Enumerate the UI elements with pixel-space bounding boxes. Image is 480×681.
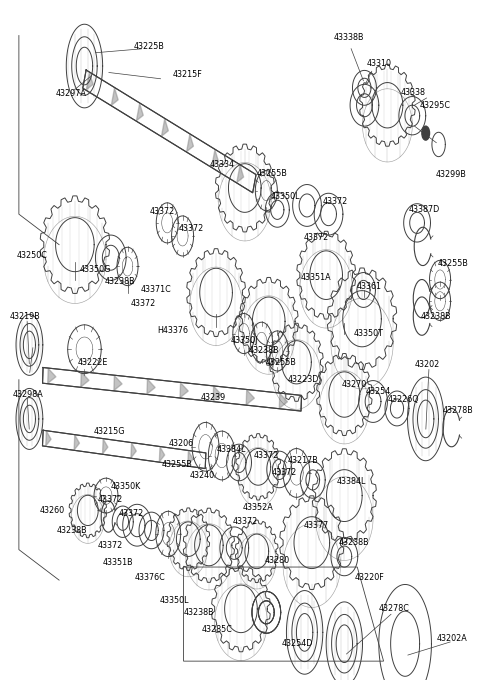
Text: 43298A: 43298A	[13, 390, 44, 399]
Text: 43372: 43372	[254, 451, 279, 460]
Polygon shape	[81, 372, 89, 387]
Text: 43372: 43372	[97, 494, 122, 503]
Text: 43387D: 43387D	[408, 205, 440, 215]
Text: 43255B: 43255B	[265, 358, 296, 367]
Text: 43260: 43260	[40, 506, 65, 515]
Text: 43215F: 43215F	[172, 70, 202, 79]
Text: 43238B: 43238B	[56, 526, 87, 535]
Text: 43238B: 43238B	[421, 312, 452, 321]
Text: 43371C: 43371C	[141, 285, 172, 294]
Text: 43255B: 43255B	[438, 259, 468, 268]
Polygon shape	[136, 104, 143, 121]
Polygon shape	[114, 376, 122, 390]
Polygon shape	[213, 386, 221, 401]
Polygon shape	[131, 443, 136, 458]
Text: 43278B: 43278B	[443, 406, 473, 415]
Polygon shape	[74, 435, 79, 450]
Text: 43297A: 43297A	[56, 89, 87, 99]
Text: 43351A: 43351A	[300, 273, 331, 282]
Polygon shape	[237, 165, 243, 183]
Text: 43372: 43372	[232, 518, 257, 526]
Polygon shape	[246, 390, 254, 405]
Text: 43350L: 43350L	[271, 192, 300, 202]
Text: 43254D: 43254D	[282, 639, 313, 648]
Circle shape	[422, 126, 430, 140]
Text: 43239: 43239	[201, 393, 226, 402]
Text: 43350J: 43350J	[230, 336, 257, 345]
Text: 43338: 43338	[401, 88, 426, 97]
Text: 43278C: 43278C	[379, 604, 409, 614]
Text: 43372: 43372	[97, 541, 122, 550]
Text: 43222E: 43222E	[77, 358, 108, 367]
Text: 43372: 43372	[322, 197, 348, 206]
Text: 43299B: 43299B	[436, 170, 467, 180]
Text: 43350L: 43350L	[159, 596, 189, 605]
Text: 43206: 43206	[169, 439, 194, 448]
Text: 43225B: 43225B	[133, 42, 165, 50]
Text: H43376: H43376	[157, 326, 189, 334]
Text: 43372: 43372	[150, 207, 175, 216]
Text: 43254: 43254	[365, 387, 390, 396]
Polygon shape	[111, 88, 118, 106]
Text: 43202A: 43202A	[436, 634, 467, 643]
Polygon shape	[187, 134, 193, 152]
Polygon shape	[279, 394, 288, 409]
Polygon shape	[103, 439, 108, 454]
Text: 43350K: 43350K	[111, 482, 141, 492]
Text: 43238B: 43238B	[249, 347, 279, 355]
Polygon shape	[48, 368, 56, 383]
Text: 43270: 43270	[341, 379, 367, 389]
Text: 43361: 43361	[357, 282, 382, 291]
Text: 43219B: 43219B	[9, 312, 40, 321]
Polygon shape	[162, 119, 168, 136]
Polygon shape	[147, 379, 155, 394]
Text: 43255B: 43255B	[161, 460, 192, 469]
Text: 43372: 43372	[118, 509, 144, 518]
Text: 43372: 43372	[271, 469, 297, 477]
Text: 43334: 43334	[209, 160, 234, 169]
Text: 43202: 43202	[415, 360, 440, 369]
Text: 43376C: 43376C	[135, 573, 166, 582]
Text: 43351B: 43351B	[103, 558, 133, 567]
Text: 43250C: 43250C	[16, 251, 47, 259]
Polygon shape	[159, 447, 165, 462]
Text: 43238B: 43238B	[184, 608, 215, 617]
Polygon shape	[86, 73, 93, 90]
Polygon shape	[46, 431, 51, 446]
Text: 43280: 43280	[265, 556, 290, 565]
Text: 43223D: 43223D	[288, 375, 319, 384]
Text: 43217B: 43217B	[288, 456, 319, 465]
Text: 43372: 43372	[131, 300, 156, 308]
Text: 43255B: 43255B	[257, 169, 288, 178]
Text: 43384L: 43384L	[216, 445, 246, 454]
Text: 43352A: 43352A	[243, 503, 274, 512]
Text: 43338B: 43338B	[334, 33, 364, 42]
Text: 43384L: 43384L	[336, 477, 366, 486]
Text: 43285C: 43285C	[202, 625, 232, 634]
Text: 43310: 43310	[366, 59, 391, 68]
Text: 43372: 43372	[179, 225, 204, 234]
Polygon shape	[212, 150, 218, 167]
Text: 43350G: 43350G	[80, 264, 111, 274]
Text: 43226Q: 43226Q	[388, 395, 420, 405]
Polygon shape	[180, 383, 188, 398]
Text: 43238B: 43238B	[105, 276, 136, 286]
Text: 43215G: 43215G	[94, 428, 126, 437]
Text: 43295C: 43295C	[420, 101, 451, 110]
Text: 43372: 43372	[304, 233, 329, 242]
Text: 43377: 43377	[304, 521, 329, 530]
Polygon shape	[188, 451, 193, 466]
Text: 43350T: 43350T	[353, 329, 383, 338]
Text: 43238B: 43238B	[338, 538, 369, 547]
Text: 43220F: 43220F	[354, 573, 384, 582]
Text: 43240: 43240	[189, 471, 214, 480]
